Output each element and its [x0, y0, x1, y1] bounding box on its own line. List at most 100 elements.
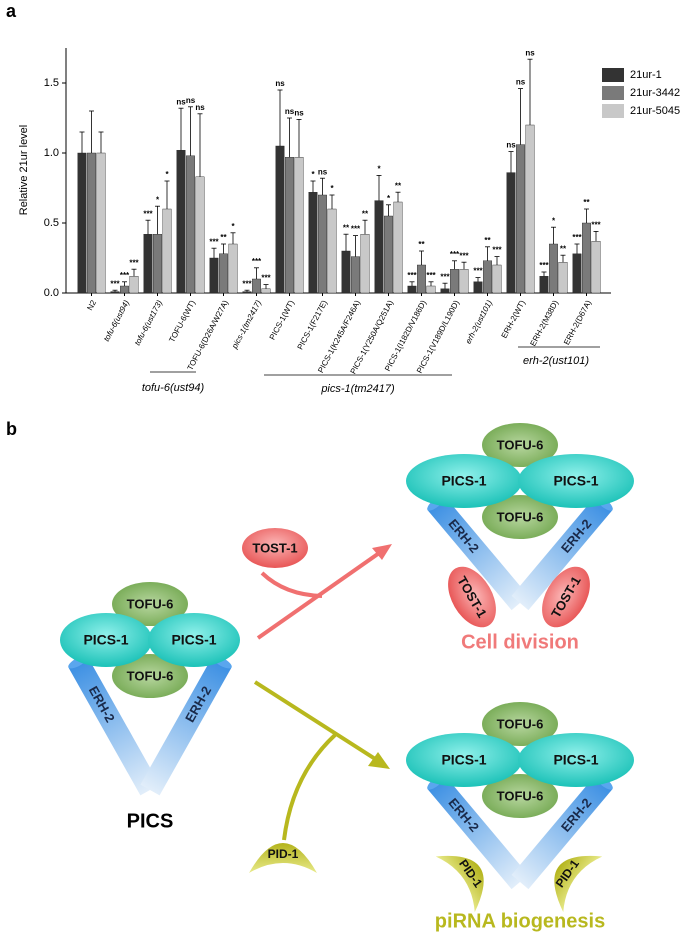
bar [459, 269, 469, 294]
x-tick-label: tofu-6(ust173) [133, 298, 164, 346]
significance-label: *** [407, 271, 417, 280]
panel-label: a [6, 1, 17, 21]
tofu-6 [482, 423, 558, 467]
significance-label: ns [294, 109, 304, 118]
bar [483, 260, 492, 294]
significance-label: ns [195, 103, 205, 112]
bar [96, 152, 106, 294]
bar [186, 155, 195, 294]
bar [252, 278, 261, 294]
group-label: pics-1(tm2417) [320, 383, 395, 395]
arrow-red-curve [260, 571, 323, 598]
tofu-6-label: TOFU-6 [127, 596, 174, 611]
tofu-6-label: TOFU-6 [497, 437, 544, 452]
significance-label: ** [395, 181, 402, 190]
pics-1 [518, 733, 634, 787]
tost-1: TOST-1 [242, 528, 308, 568]
group-label: tofu-6(ust94) [142, 382, 205, 394]
x-tick-label: tofu-6(ust94) [102, 298, 131, 343]
bar [195, 176, 205, 294]
significance-label: ns [275, 79, 285, 88]
significance-label: ** [560, 244, 567, 253]
pics-1-label: PICS-1 [553, 752, 598, 768]
bar [120, 285, 129, 294]
significance-label: *** [129, 258, 139, 267]
bar [525, 124, 535, 294]
significance-label: *** [209, 237, 219, 246]
significance-label: * [231, 222, 235, 231]
x-tick-label: N2 [85, 298, 98, 312]
pics-1 [406, 454, 522, 508]
significance-label: ns [525, 48, 535, 57]
significance-label: *** [591, 221, 601, 230]
significance-label: * [377, 165, 381, 174]
significance-label: *** [110, 279, 120, 288]
significance-label: ns [186, 96, 196, 105]
bar [516, 144, 525, 294]
significance-label: *** [252, 257, 262, 266]
tofu-6 [482, 702, 558, 746]
significance-label: ns [506, 141, 516, 150]
y-tick-label: 1.5 [44, 77, 59, 89]
tofu-6-label: TOFU-6 [127, 668, 174, 683]
x-tick-label: PICS-1(WT) [268, 298, 297, 341]
complex-caption: piRNA biogenesis [435, 910, 605, 932]
significance-label: *** [450, 250, 460, 259]
bar [228, 243, 238, 294]
tost-1-label: TOST-1 [252, 540, 297, 555]
x-tick-label: pics-1(tm2417) [230, 298, 264, 351]
complex-caption: Cell division [461, 631, 579, 653]
significance-label: ** [362, 209, 369, 218]
bar [110, 291, 120, 294]
significance-label: ns [285, 107, 295, 116]
tofu-6-label: TOFU-6 [497, 788, 544, 803]
significance-label: *** [572, 233, 582, 242]
bar [327, 208, 337, 294]
bar [143, 233, 153, 294]
tost-1: TOST-1 [542, 566, 590, 628]
bar [440, 288, 450, 294]
bar [318, 194, 327, 294]
pics-1-label: PICS-1 [553, 473, 598, 489]
group-label: erh-2(ust101) [523, 355, 589, 367]
tost-1-shape [448, 566, 496, 628]
tost-1-shape [242, 528, 308, 568]
significance-label: *** [539, 261, 549, 270]
bar [492, 264, 502, 294]
bar [384, 215, 393, 294]
tofu-6-label: TOFU-6 [497, 509, 544, 524]
bar [558, 262, 568, 294]
tost-1: TOST-1 [448, 566, 496, 628]
tofu-6 [112, 582, 188, 626]
arrow-red-head [372, 544, 392, 560]
bar [374, 200, 384, 294]
significance-label: *** [143, 209, 153, 218]
pid-1-shape [554, 855, 603, 913]
bar [275, 145, 285, 294]
bar [591, 240, 601, 294]
arrow-olive-head [368, 752, 390, 769]
x-tick-label: ERH-2(M38D) [528, 298, 560, 347]
bar [393, 201, 403, 294]
significance-label: *** [492, 246, 502, 255]
bar [77, 152, 87, 294]
x-tick-label: PICS-1(F217E) [296, 298, 330, 351]
x-tick-label: ERH-2(WT) [500, 298, 528, 339]
significance-label: ** [484, 236, 491, 245]
bar [209, 257, 219, 294]
significance-label: ** [220, 233, 227, 242]
significance-label: ns [318, 167, 328, 176]
pics-1-label: PICS-1 [83, 632, 128, 648]
bar [360, 233, 370, 294]
tofu-6-label: TOFU-6 [497, 716, 544, 731]
bar [219, 253, 228, 294]
significance-label: *** [242, 279, 252, 288]
tofu-6 [112, 654, 188, 698]
significance-label: * [387, 194, 391, 203]
bar [473, 281, 483, 294]
significance-label: *** [351, 225, 361, 234]
panel-label: b [6, 419, 17, 439]
significance-label: ** [343, 223, 350, 232]
bar [294, 156, 304, 294]
